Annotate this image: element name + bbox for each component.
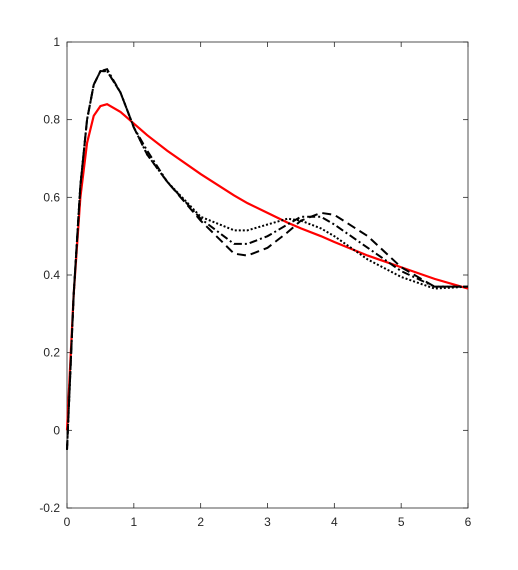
x-tick-label: 5	[398, 515, 405, 529]
y-tick-label: 0.8	[43, 113, 60, 127]
y-tick-label: 0.6	[43, 190, 60, 204]
x-tick-label: 4	[331, 515, 338, 529]
x-tick-label: 3	[264, 515, 271, 529]
y-tick-label: 0	[53, 423, 60, 437]
y-tick-label: 0.4	[43, 268, 60, 282]
x-tick-label: 1	[130, 515, 137, 529]
x-tick-label: 0	[64, 515, 71, 529]
y-tick-label: -0.2	[39, 501, 60, 515]
data-line	[66, 68, 468, 450]
x-tick-label: 6	[465, 515, 472, 529]
x-tick-label: 2	[197, 515, 204, 529]
plot-frame	[66, 41, 469, 509]
data-line	[65, 102, 469, 431]
y-tick-label: 1	[53, 35, 60, 49]
y-tick-label: 0.2	[43, 346, 60, 360]
